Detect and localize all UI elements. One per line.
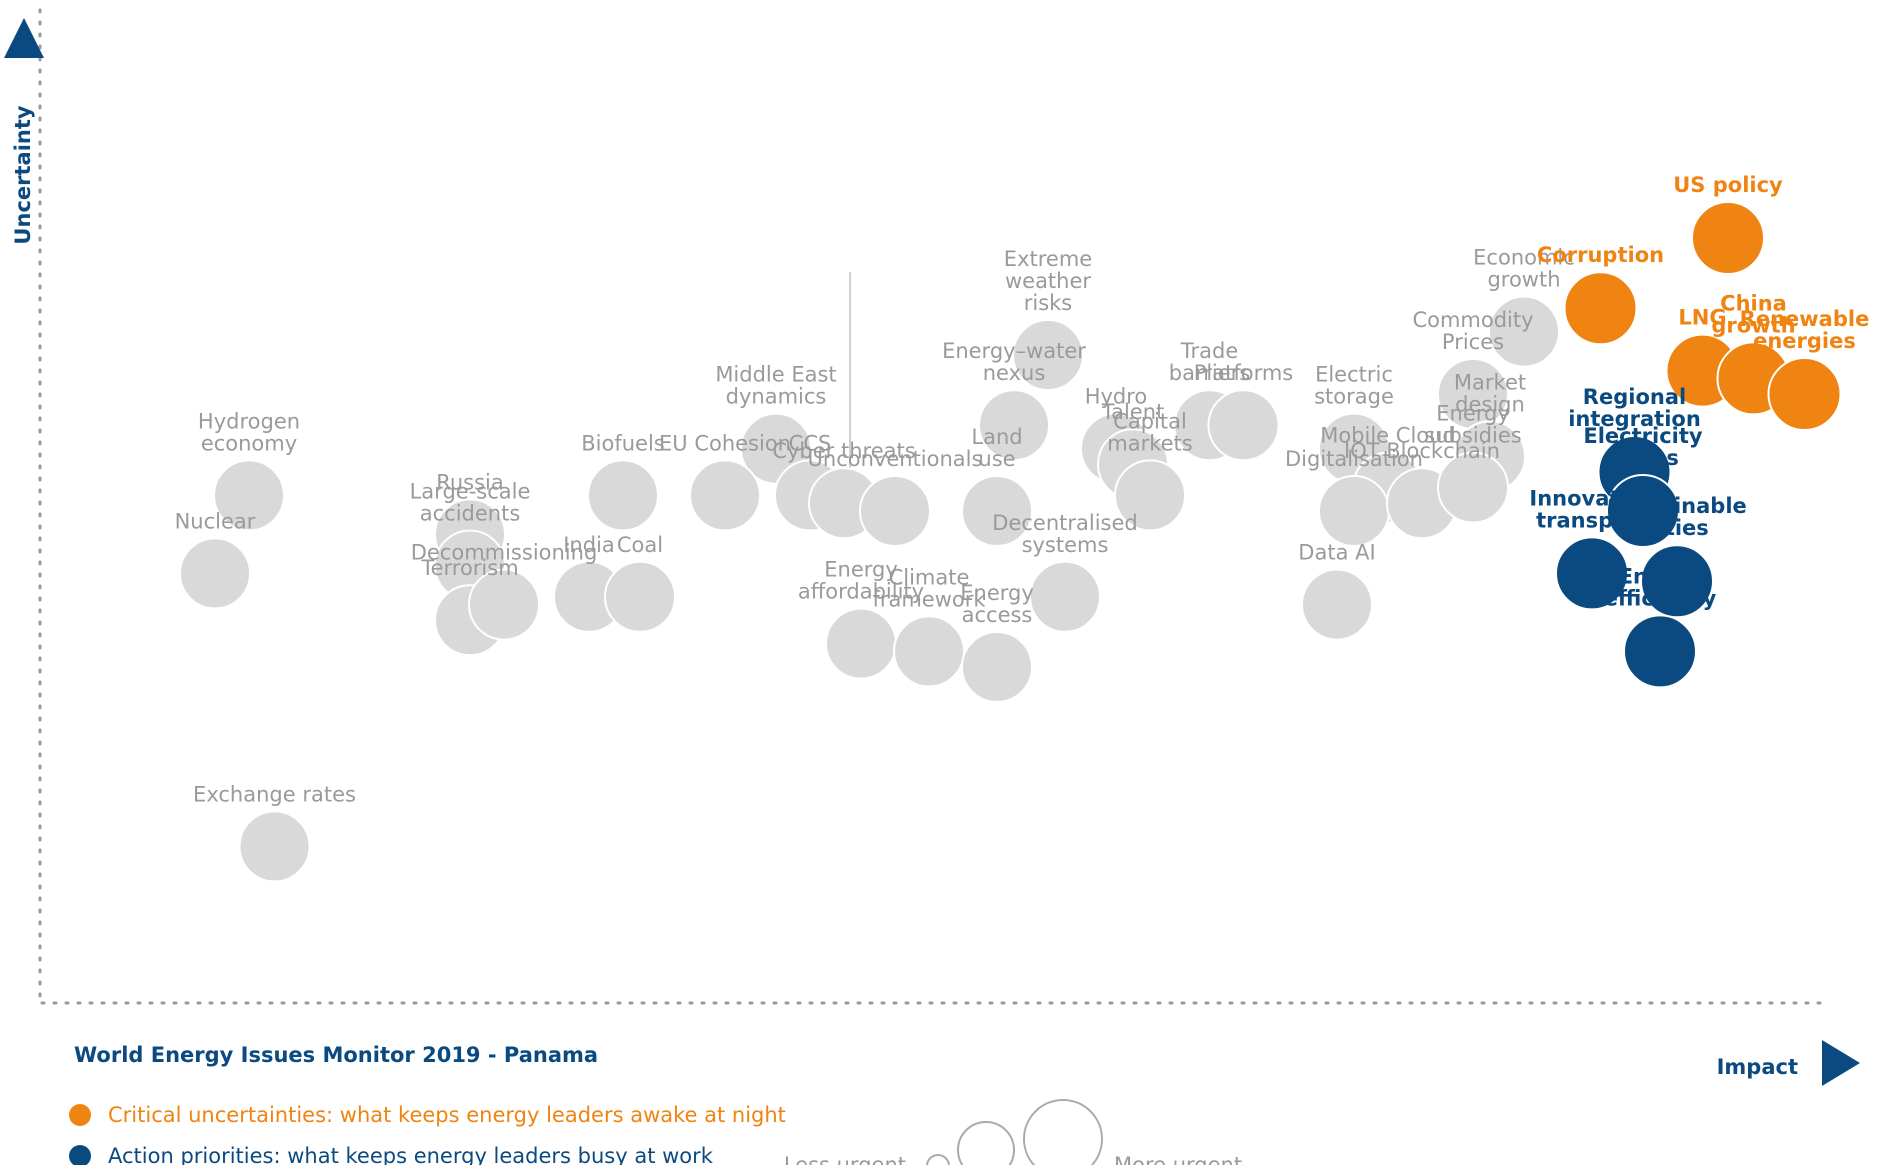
bubble-climate-framework [893, 615, 965, 688]
label-electric-storage: Electric storage [1314, 363, 1394, 409]
label-climate-framework: Climate framework [872, 565, 986, 611]
label-energy-subsidies: Energy subsidies [1424, 402, 1521, 448]
label-iot-blockchain: IOT Blockchain [1344, 439, 1500, 463]
label-exchange-rates: Exchange rates [193, 782, 356, 806]
size-legend-more: More urgent [1114, 1153, 1242, 1165]
bubble-energy-subsidies [1437, 451, 1509, 524]
legend-priority-marker [69, 1145, 91, 1165]
label-commodity-prices: Commodity Prices [1412, 308, 1533, 354]
label-cyber-threats: Cyber threats [772, 439, 915, 463]
size-legend-medium-circle [957, 1121, 1015, 1165]
label-decommissioning: Decommissioning [411, 541, 598, 565]
bubble-corruption [1563, 271, 1638, 346]
label-middle-east-dynamics: Middle East dynamics [715, 363, 836, 409]
x-axis-label: Impact [1717, 1055, 1798, 1079]
label-renewable-energies: Renewable energies [1740, 307, 1870, 353]
label-market-design: Market design [1454, 370, 1526, 416]
size-legend-large-circle [1023, 1099, 1103, 1165]
bubble-energy-efficiency [1623, 614, 1697, 689]
label-unconventionals: Unconventionals [808, 447, 983, 471]
bubble-extreme-weather-risks [1012, 319, 1084, 391]
legend-uncertainty-text: Critical uncertainties: what keeps energ… [108, 1103, 786, 1127]
y-axis-arrow-icon [4, 18, 44, 58]
label-hydro: Hydro [1085, 385, 1148, 409]
label-regional-integration: Regional integration [1568, 385, 1701, 431]
x-axis-arrow-icon [1822, 1040, 1860, 1086]
chart-title: World Energy Issues Monitor 2019 - Panam… [74, 1043, 598, 1067]
label-terrorism: Terrorism [420, 556, 518, 580]
bubble-digitalisation [1318, 475, 1390, 547]
label-talent: Talent [1101, 400, 1165, 424]
label-capital-markets: Capital markets [1107, 409, 1192, 455]
bubble-us-policy [1691, 201, 1765, 275]
bubble-data-ai [1301, 568, 1373, 641]
legend-priority-text: Action priorities: what keeps energy lea… [108, 1144, 714, 1165]
label-platforms: Platforms [1194, 361, 1294, 385]
bubble-land-use [961, 475, 1033, 547]
label-china-growth: China growth [1711, 291, 1795, 337]
label-us-policy: US policy [1673, 173, 1783, 197]
label-trade-barriers: Trade barriers [1169, 339, 1250, 385]
label-india: India [563, 533, 615, 557]
bubble-decentralised-systems [1029, 560, 1101, 633]
label-russia: Russia [436, 470, 504, 494]
label-biofuels: Biofuels [581, 431, 665, 455]
bubble-electricity-prices [1606, 474, 1680, 548]
bubble-hydrogen-economy [213, 459, 285, 532]
label-energy-access: Energy access [960, 581, 1034, 627]
label-economic-growth: Economic growth [1473, 246, 1575, 292]
label-extreme-weather-risks: Extreme weather risks [1004, 247, 1092, 315]
label-data-ai: Data AI [1298, 541, 1375, 565]
bubble-energy-access [961, 631, 1033, 703]
label-sustainable-cities: Sustainable cities [1607, 494, 1747, 540]
bubble-nuclear [179, 537, 251, 610]
bubble-innovative-transport [1555, 536, 1629, 611]
label-digitalisation: Digitalisation [1285, 447, 1423, 471]
bubble-sustainable-cities [1640, 544, 1714, 619]
label-electricity-prices: Electricity prices [1583, 424, 1703, 470]
label-innovative-transport: Innovative transport [1529, 486, 1654, 532]
label-energy-affordability: Energy affordability [798, 558, 924, 604]
bubble-coal [604, 560, 676, 633]
bubble-decommissioning [468, 568, 540, 641]
label-large-scale-accidents: Large-scale accidents [410, 480, 531, 526]
legend-uncertainty-marker [69, 1104, 91, 1126]
label-energy-water-nexus: Energy–water nexus [942, 339, 1086, 385]
label-ccs: CCS [789, 431, 832, 455]
bubble-eu-cohesion [689, 459, 761, 532]
label-energy-efficiency: Energy efficiency [1604, 564, 1717, 610]
bubble-unconventionals [859, 475, 931, 547]
label-layer: Hydrogen economy Nuclear Exchange rates Russ… [175, 173, 1870, 806]
bubble-renewable-energies [1767, 357, 1842, 431]
label-mobile-cloud: Mobile Cloud [1320, 424, 1456, 448]
label-lng: LNG [1678, 306, 1726, 330]
size-legend-less: Less urgent [784, 1153, 906, 1165]
y-axis-label: Uncertainty [11, 105, 35, 244]
label-hydrogen-economy: Hydrogen economy [198, 409, 300, 455]
label-land-use: Land use [971, 425, 1022, 471]
bubble-economic-growth [1488, 295, 1560, 368]
bubble-platforms [1207, 389, 1280, 462]
bubble-biofuels [587, 459, 659, 532]
label-coal: Coal [617, 533, 663, 557]
bubble-exchange-rates [238, 810, 311, 883]
label-eu-cohesion: EU Cohesion [659, 431, 791, 455]
bubble-energy-affordability [825, 607, 897, 680]
label-decentralised-systems: Decentralised systems [992, 511, 1137, 557]
label-corruption: Corruption [1537, 243, 1664, 267]
bubble-energy-water-nexus [978, 389, 1050, 462]
label-nuclear: Nuclear [175, 509, 256, 533]
bubble-layer [179, 201, 1842, 883]
size-legend-small-circle [926, 1154, 950, 1165]
bubble-capital-markets [1114, 459, 1186, 532]
